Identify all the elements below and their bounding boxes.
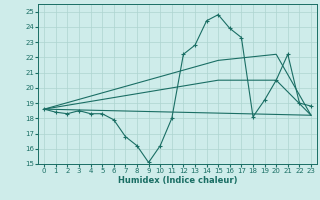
X-axis label: Humidex (Indice chaleur): Humidex (Indice chaleur) [118, 176, 237, 185]
